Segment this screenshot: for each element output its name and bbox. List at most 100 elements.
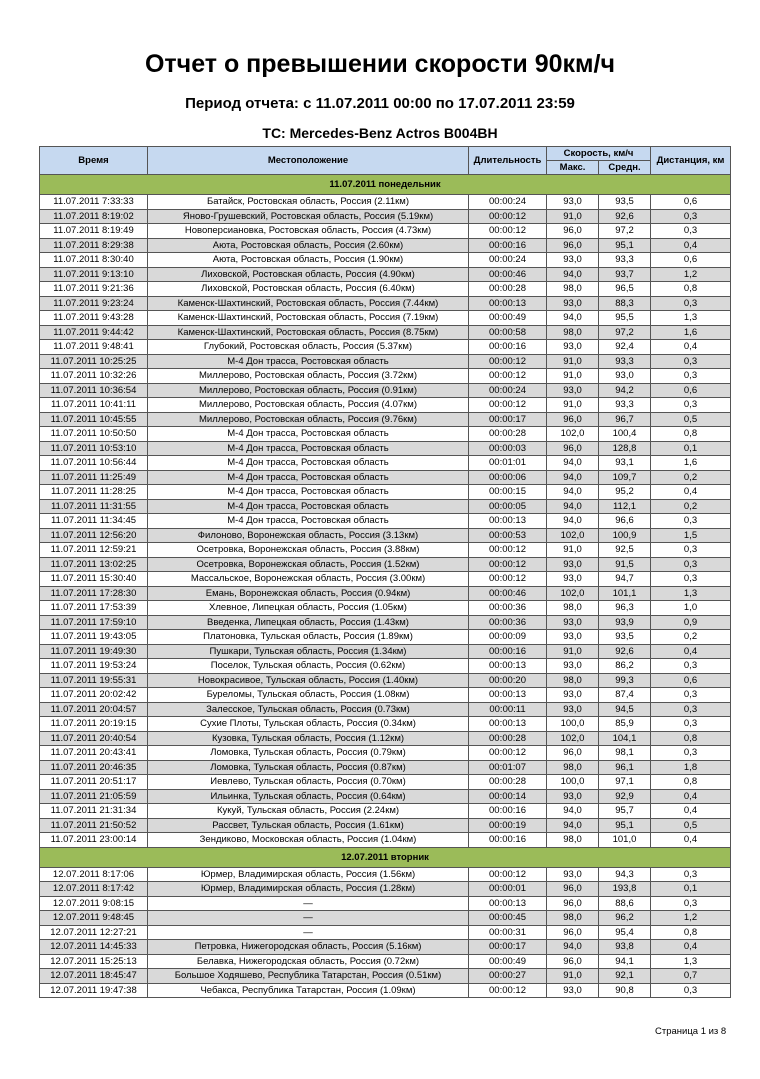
location-cell: Новокрасивое, Тульская область, Россия (… [147,672,469,688]
day-group-label: 12.07.2011 вторник [38,846,732,868]
time-cell: 11.07.2011 8:19:02 [39,208,148,224]
location-cell: Новоперсиановка, Ростовская область, Рос… [147,223,469,239]
distance-cell: 0,3 [650,687,732,703]
table-row: 11.07.2011 20:46:35 Ломовка, Тульская обл… [39,759,732,775]
avg-speed-cell: 94,7 [597,571,652,587]
max-speed-cell: 100,0 [546,774,599,790]
max-speed-cell: 93,0 [546,866,599,882]
time-cell: 11.07.2011 20:02:42 [39,687,148,703]
table-row: 11.07.2011 21:05:59 Ильинка, Тульская обл… [39,788,732,804]
max-speed-cell: 93,0 [546,339,599,355]
distance-cell: 0,4 [650,237,732,253]
distance-cell: 0,4 [650,788,732,804]
time-cell: 11.07.2011 8:29:38 [39,237,148,253]
avg-speed-cell: 101,0 [597,832,652,848]
avg-speed-cell: 100,9 [597,527,652,543]
distance-cell: 0,5 [650,411,732,427]
avg-speed-cell: 128,8 [597,440,652,456]
avg-speed-cell: 95,1 [597,817,652,833]
duration-cell: 00:00:16 [468,803,547,819]
max-speed-cell: 96,0 [546,440,599,456]
avg-speed-cell: 98,1 [597,745,652,761]
avg-speed-cell: 95,2 [597,484,652,500]
distance-cell: 0,8 [650,730,732,746]
table-row: 11.07.2011 20:51:17 Иевлево, Тульская обл… [39,774,732,790]
max-speed-cell: 96,0 [546,237,599,253]
time-cell: 11.07.2011 8:30:40 [39,252,148,268]
avg-speed-cell: 85,9 [597,716,652,732]
time-cell: 11.07.2011 17:28:30 [39,585,148,601]
distance-cell: 0,5 [650,817,732,833]
avg-speed-cell: 93,1 [597,455,652,471]
time-cell: 11.07.2011 10:32:26 [39,368,148,384]
duration-cell: 00:00:11 [468,701,547,717]
time-cell: 11.07.2011 10:36:54 [39,382,148,398]
duration-cell: 00:00:05 [468,498,547,514]
distance-cell: 0,3 [650,982,732,998]
location-cell: Юрмер, Владимирская область, Россия (1.5… [147,866,469,882]
table-row: 11.07.2011 12:59:21 Осетровка, Воронежска… [39,542,732,558]
location-cell: Лиховской, Ростовская область, Россия (6… [147,281,469,297]
distance-cell: 0,2 [650,629,732,645]
max-speed-cell: 96,0 [546,411,599,427]
location-cell: М-4 Дон трасса, Ростовская область [147,513,469,529]
table-row: 11.07.2011 10:50:50 М-4 Дон трасса, Росто… [39,426,732,442]
location-cell: Зендиково, Московская область, Россия (1… [147,832,469,848]
time-cell: 11.07.2011 23:00:14 [39,832,148,848]
time-cell: 11.07.2011 20:46:35 [39,759,148,775]
location-cell: Осетровка, Воронежская область, Россия (… [147,542,469,558]
table-row: 11.07.2011 9:23:24 Каменск-Шахтинский, Ро… [39,295,732,311]
location-cell: М-4 Дон трасса, Ростовская область [147,484,469,500]
distance-cell: 1,2 [650,910,732,926]
distance-cell: 0,3 [650,295,732,311]
distance-cell: 0,4 [650,803,732,819]
day-group-label: 11.07.2011 понедельник [38,174,732,195]
time-cell: 11.07.2011 17:53:39 [39,600,148,616]
max-speed-cell: 93,0 [546,701,599,717]
duration-cell: 00:00:45 [468,910,547,926]
time-cell: 11.07.2011 9:23:24 [39,295,148,311]
location-cell: М-4 Дон трасса, Ростовская область [147,455,469,471]
avg-speed-cell: 95,4 [597,924,652,940]
distance-cell: 0,8 [650,774,732,790]
avg-speed-cell: 96,5 [597,281,652,297]
avg-speed-cell: 96,6 [597,513,652,529]
table-row: 11.07.2011 17:59:10 Введенка, Липецкая об… [39,614,732,630]
table-row: 11.07.2011 23:00:14 Зендиково, Московская… [39,832,732,848]
time-cell: 11.07.2011 20:43:41 [39,745,148,761]
time-cell: 12.07.2011 9:08:15 [39,895,148,911]
max-speed-cell: 93,0 [546,571,599,587]
table-row: 11.07.2011 17:53:39 Хлевное, Липецкая обл… [39,600,732,616]
max-speed-cell: 93,0 [546,614,599,630]
time-cell: 11.07.2011 11:31:55 [39,498,148,514]
max-speed-cell: 98,0 [546,759,599,775]
table-row: 11.07.2011 11:25:49 М-4 Дон трасса, Росто… [39,469,732,485]
table-row: 12.07.2011 19:47:38 Чебакса, Республика Т… [39,982,732,998]
duration-cell: 00:00:03 [468,440,547,456]
duration-cell: 00:00:12 [468,571,547,587]
table-row: 12.07.2011 8:17:42 Юрмер, Владимирская об… [39,881,732,897]
speeding-table: Время Местоположение Длительность Скорос… [38,146,732,998]
col-speed-avg: Средн. [597,160,652,175]
table-row: 11.07.2011 21:31:34 Кукуй, Тульская облас… [39,803,732,819]
duration-cell: 00:00:16 [468,643,547,659]
max-speed-cell: 91,0 [546,643,599,659]
location-cell: Батайск, Ростовская область, Россия (2.1… [147,194,469,210]
max-speed-cell: 102,0 [546,426,599,442]
col-time: Время [39,146,148,175]
col-distance: Дистанция, км [650,146,732,175]
location-cell: М-4 Дон трасса, Ростовская область [147,426,469,442]
distance-cell: 0,3 [650,353,732,369]
avg-speed-cell: 94,2 [597,382,652,398]
max-speed-cell: 91,0 [546,397,599,413]
location-cell: Белавка, Нижегородская область, Россия (… [147,953,469,969]
duration-cell: 00:00:46 [468,585,547,601]
time-cell: 11.07.2011 9:13:10 [39,266,148,282]
table-row: 11.07.2011 11:31:55 М-4 Дон трасса, Росто… [39,498,732,514]
time-cell: 11.07.2011 19:55:31 [39,672,148,688]
distance-cell: 0,4 [650,832,732,848]
time-cell: 12.07.2011 19:47:38 [39,982,148,998]
table-row: 11.07.2011 8:30:40 Аюта, Ростовская облас… [39,252,732,268]
table-row: 11.07.2011 9:48:41 Глубокий, Ростовская о… [39,339,732,355]
duration-cell: 00:00:12 [468,745,547,761]
